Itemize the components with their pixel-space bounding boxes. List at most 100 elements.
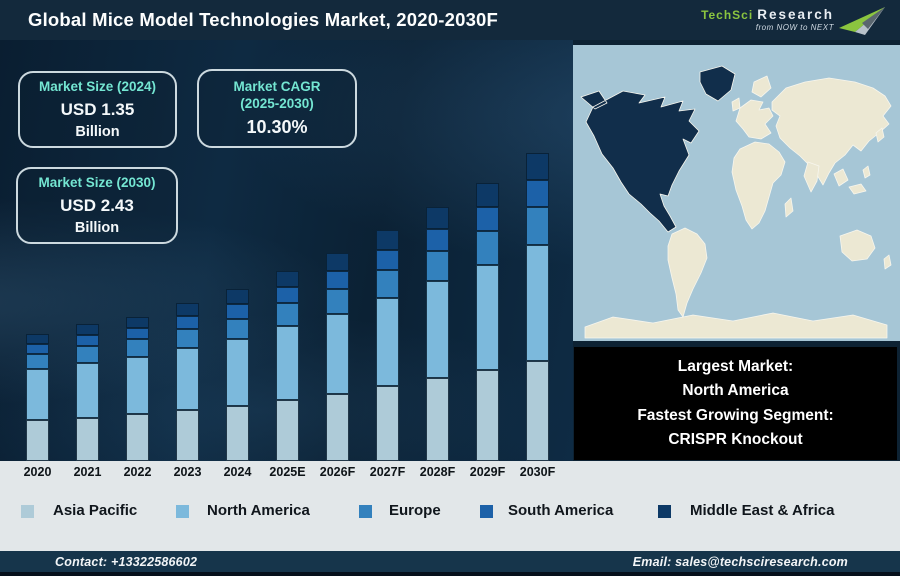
axis-label-2024: 2024 [223,465,252,479]
bar-segment-asia-pacific [526,361,549,461]
legend-label-asia-pacific: Asia Pacific [53,502,138,519]
legend-swatch-south-america [480,505,493,518]
axis-label-2029F: 2029F [469,465,506,479]
axis-label-2022: 2022 [123,465,152,479]
axis-label-2026F: 2026F [319,465,356,479]
island-britain [731,97,741,112]
fastest-segment-value: CRISPR Knockout [668,430,803,448]
axis-label-2027F: 2027F [369,465,406,479]
bar-2025E [276,271,299,461]
bar-segment-middle-east-africa [476,183,499,207]
footer-bar: Contact: +13322586602 Email: sales@techs… [0,551,900,576]
bar-segment-middle-east-africa [426,207,449,229]
axis-and-legend-section: 2020 2021 2022 2023 2024 2025E 2026F 2027F 2028F… [0,461,900,551]
bar-2028F [426,207,449,461]
bar-segment-middle-east-africa [26,334,49,344]
bar-segment-asia-pacific [26,420,49,461]
islands-indonesia [848,183,867,195]
legend-swatch-north-america [176,505,189,518]
card-title: Market Size (2024) [38,78,157,94]
continent-north-america [580,90,700,233]
island-greenland [699,65,736,102]
paper-plane-arrow-icon [839,7,885,35]
bar-segment-middle-east-africa [526,153,549,180]
card-title-line2: (2025-2030) [240,96,314,111]
card-value: USD 2.43 [60,196,134,216]
market-cagr-card: Market CAGR (2025-2030) 10.30% [197,69,357,148]
chart-panel: Market Size (2024) USD 1.35 Billion Mark… [0,40,573,461]
bar-segment-north-america [426,281,449,378]
bar-segment-south-america [426,229,449,251]
continent-europe [735,99,774,140]
bar-segment-asia-pacific [126,414,149,461]
bar-segment-europe [26,354,49,369]
card-value: USD 1.35 [60,100,135,120]
bar-segment-middle-east-africa [76,324,99,335]
bar-segment-europe [526,207,549,245]
bar-segment-north-america [26,369,49,420]
axis-label-2025E: 2025E [269,465,306,479]
card-value: 10.30% [246,116,308,137]
legend-swatch-europe [359,505,372,518]
axis-label-2021: 2021 [73,465,102,479]
card-unit: Billion [75,124,120,141]
bar-segment-asia-pacific [476,370,499,461]
bar-segment-south-america [326,271,349,289]
bar-segment-middle-east-africa [176,303,199,316]
continent-antarctica [584,312,888,339]
continent-south-america [667,227,708,318]
largest-market-value: North America [682,382,789,400]
bar-segment-europe [426,251,449,281]
bar-2026F [326,253,349,461]
bar-segment-asia-pacific [326,394,349,461]
bar-segment-south-america [26,344,49,354]
legend-label-north-america: North America [207,502,310,519]
axis-label-2020: 2020 [23,465,52,479]
bar-segment-middle-east-africa [326,253,349,271]
world-map [573,45,900,341]
axis-label-2030F: 2030F [519,465,556,479]
region-southeast-asia [833,168,849,187]
bar-segment-north-america [276,326,299,400]
legend-swatch-middle-east-africa [658,505,671,518]
bar-segment-south-america [526,180,549,207]
bar-segment-north-america [326,314,349,394]
bar-segment-north-america [76,363,99,418]
legend-label-south-america: South America [508,502,614,519]
card-title-line1: Market CAGR [233,79,321,95]
bar-segment-europe [376,270,399,298]
market-size-2024-card: Market Size (2024) USD 1.35 Billion [18,71,177,148]
continent-africa [731,141,786,230]
legend-label-middle-east-africa: Middle East & Africa [690,502,835,519]
bar-segment-asia-pacific [76,418,99,461]
bar-segment-north-america [176,348,199,410]
continent-asia [771,77,892,186]
bar-segment-south-america [176,316,199,329]
island-madagascar [784,197,794,218]
bar-segment-europe [276,303,299,326]
bar-2030F [526,153,549,461]
bar-segment-asia-pacific [426,378,449,461]
bar-2023 [176,303,199,461]
bar-segment-asia-pacific [276,400,299,461]
bar-segment-middle-east-africa [276,271,299,287]
bar-segment-middle-east-africa [376,230,399,250]
page-title: Global Mice Model Technologies Market, 2… [28,9,499,30]
bar-segment-south-america [76,335,99,346]
largest-market-label: Largest Market: [677,358,794,376]
logo-brand-primary: TechSci [701,7,754,22]
bar-2021 [76,324,99,461]
bar-segment-north-america [226,339,249,406]
bar-segment-south-america [276,287,299,303]
legend-swatch-asia-pacific [21,505,34,518]
bar-segment-europe [176,329,199,348]
bar-segment-europe [76,346,99,363]
card-title: Market Size (2030) [38,174,156,190]
bar-segment-north-america [376,298,399,386]
islands-philippines [862,165,871,179]
logo-tagline: from NOW to NEXT [755,23,834,33]
island-new-zealand [883,254,892,270]
bar-2029F [476,183,499,461]
bar-segment-europe [226,319,249,339]
